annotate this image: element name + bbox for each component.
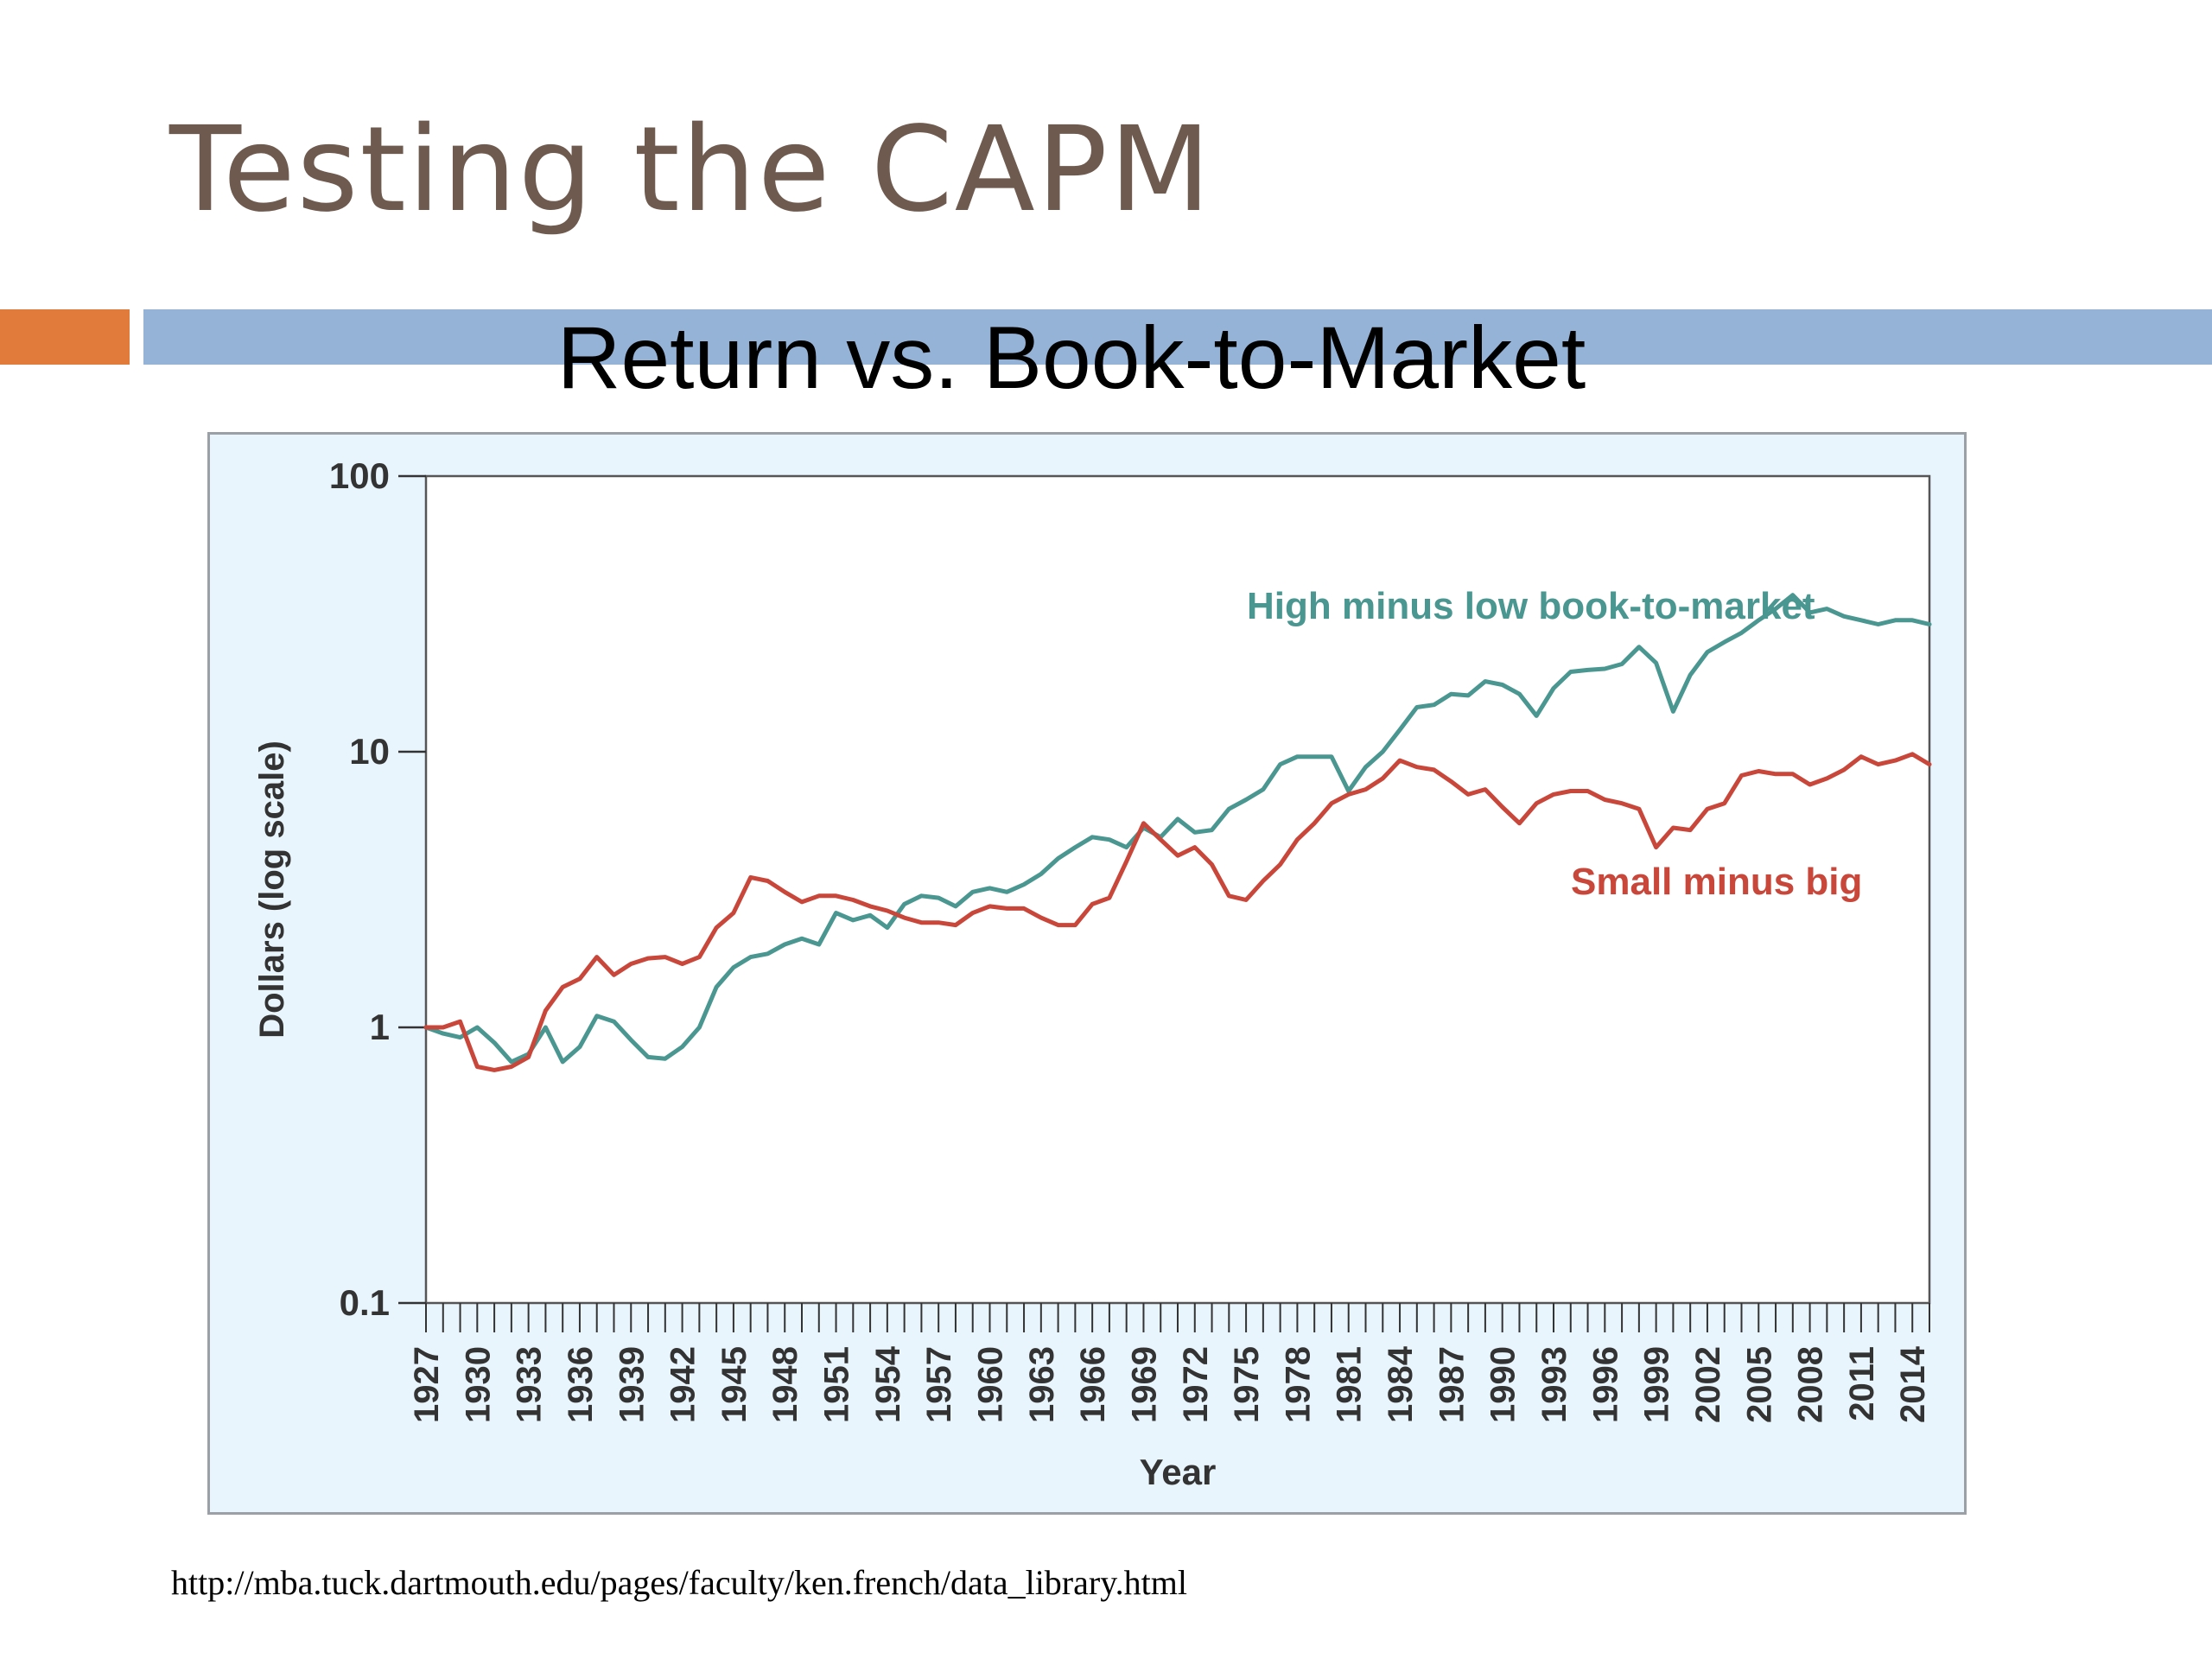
y-axis-label: Dollars (log scale) [253, 741, 291, 1039]
x-tick-label: 1969 [1125, 1346, 1163, 1423]
line-chart: 100 10 1 0.1 1927 1930 1933 1936 1939 1942 1945 194… [253, 455, 1932, 1492]
series-line-smb [423, 752, 1932, 1072]
x-tick-label: 2002 [1689, 1346, 1727, 1423]
x-tick-label: 1993 [1535, 1346, 1573, 1423]
x-tick-label: 1945 [715, 1346, 753, 1423]
x-tick-label: 2011 [1843, 1346, 1881, 1421]
x-tick-label: 1933 [511, 1346, 549, 1423]
chart-panel: 100 10 1 0.1 1927 1930 1933 1936 1939 1942 1945 194… [207, 432, 1967, 1515]
x-tick-label: 1957 [920, 1346, 958, 1423]
x-tick-label: 1936 [562, 1346, 600, 1423]
x-tick-label: 1981 [1331, 1346, 1369, 1423]
x-tick-label: 1999 [1638, 1346, 1676, 1423]
x-axis-label: Year [1140, 1452, 1217, 1492]
series-line-hml [423, 593, 1932, 1065]
x-tick-label: 2014 [1894, 1345, 1932, 1423]
x-tick-label: 2008 [1792, 1346, 1830, 1423]
x-tick-label: 1939 [613, 1346, 651, 1423]
x-tick-label: 1975 [1228, 1346, 1266, 1423]
x-tick-label: 1978 [1279, 1346, 1317, 1423]
series-label-hml: High minus low book-to-market [1247, 585, 1815, 627]
plot-area [424, 474, 1931, 1305]
x-tick-label: 1987 [1433, 1346, 1471, 1423]
accent-bar [0, 309, 130, 365]
source-url: http://mba.tuck.dartmouth.edu/pages/facu… [171, 1563, 1187, 1602]
series-label-smb: Small minus big [1571, 861, 1862, 903]
x-tick-label: 2005 [1740, 1346, 1778, 1423]
x-tick-label: 1960 [972, 1346, 1010, 1423]
x-tick-label: 1963 [1023, 1346, 1061, 1423]
x-tick-label: 1930 [459, 1346, 497, 1423]
x-tick-label: 1990 [1484, 1346, 1522, 1423]
x-tick-label: 1954 [869, 1345, 907, 1423]
slide-title: Testing the CAPM [169, 102, 1213, 238]
chart-title: Return vs. Book-to-Market [556, 308, 1586, 407]
title-divider-bar [143, 309, 2212, 365]
y-tick-label: 1 [370, 1007, 390, 1047]
x-tick-label: 1927 [408, 1346, 446, 1423]
x-tick-label: 1972 [1177, 1346, 1215, 1423]
y-tick-label: 10 [349, 731, 390, 772]
y-tick-label: 0.1 [340, 1282, 390, 1323]
x-tick-label: 1984 [1382, 1345, 1420, 1423]
x-tick-label: 1996 [1586, 1346, 1624, 1423]
x-tick-label: 1948 [766, 1346, 804, 1423]
x-tick-label: 1951 [818, 1346, 856, 1423]
x-tick-label: 1966 [1074, 1346, 1112, 1423]
y-tick-label: 100 [329, 455, 390, 496]
x-tick-label: 1942 [664, 1346, 702, 1423]
